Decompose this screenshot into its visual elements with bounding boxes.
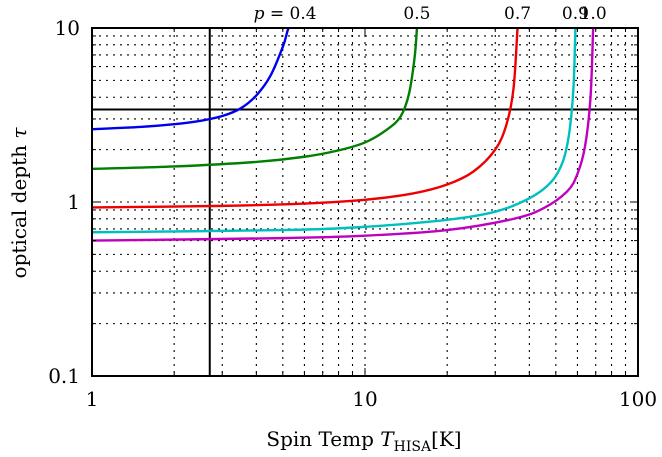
grid-layer (92, 28, 638, 376)
y-tick-label: 10 (55, 16, 80, 40)
series-line-2 (91, 27, 519, 209)
series-line-1 (91, 27, 419, 171)
series-line-3 (91, 27, 577, 234)
y-tick-label: 0.1 (48, 364, 80, 388)
series-line-4 (91, 27, 595, 242)
curve-label-1: 0.5 (403, 4, 430, 24)
curve-label-2: 0.7 (504, 4, 531, 24)
y-tick-label: 1 (67, 190, 80, 214)
y-axis-label: optical depth τ (7, 127, 31, 279)
x-tick-label: 10 (352, 387, 377, 411)
x-tick-label: 100 (619, 387, 657, 411)
curve-label-4: 1.0 (580, 4, 607, 24)
x-axis-label: Spin Temp THISA[K] (266, 427, 461, 455)
curve-label-3: 0.9 (562, 4, 589, 24)
curve-label-0: p = 0.4 (254, 4, 317, 24)
reference-lines (92, 28, 638, 376)
series-layer (91, 27, 595, 242)
x-tick-label: 1 (86, 387, 99, 411)
series-line-0 (91, 27, 290, 131)
tick-layer (92, 28, 638, 376)
